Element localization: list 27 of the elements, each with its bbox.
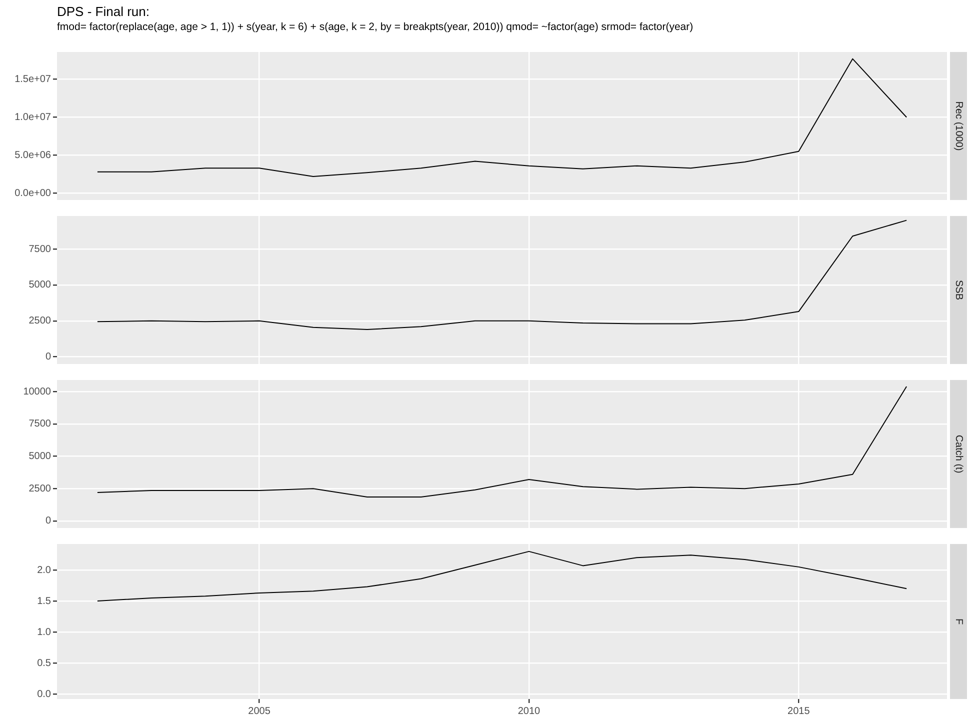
y-tick-label: 5000 xyxy=(28,280,52,291)
y-axis-title: SSB xyxy=(952,280,964,300)
y-tick-label: 1.5 xyxy=(37,596,52,607)
y-tick-label: 0.0e+00 xyxy=(14,188,52,199)
y-tick-label: 7500 xyxy=(28,244,52,255)
y-axis-title: F xyxy=(952,618,964,625)
y-tick-label: 2.0 xyxy=(37,564,52,576)
y-tick-label: 1.5e+07 xyxy=(14,74,52,86)
y-tick-label: 2500 xyxy=(28,316,52,327)
chart-title: DPS - Final run: xyxy=(57,3,150,20)
x-tick-label: 2010 xyxy=(518,706,541,717)
y-axis-title: Rec (1000) xyxy=(952,101,964,151)
chart-subtitle: fmod= factor(replace(age, age > 1, 1)) + s(year, k = 6) + s(age, k = 2, by = breakpts(year, 2010)) qmod= ~factor(age) srmod= factor(year) xyxy=(57,20,694,35)
x-tick-label: 2005 xyxy=(248,706,271,717)
y-tick-label: 7500 xyxy=(28,418,52,430)
y-tick-label: 0.5 xyxy=(37,658,52,669)
y-tick-label: 5000 xyxy=(28,451,52,462)
y-tick-label: 0.0 xyxy=(37,688,52,700)
y-tick-label: 5.0e+06 xyxy=(14,150,52,161)
y-tick-label: 10000 xyxy=(23,386,52,398)
x-tick-label: 2015 xyxy=(788,706,810,717)
y-tick-label: 1.0 xyxy=(37,626,52,638)
y-tick-label: 2500 xyxy=(28,483,52,494)
y-tick-label: 1.0e+07 xyxy=(14,112,52,124)
y-tick-label: 0 xyxy=(45,352,52,363)
y-axis-title: Catch (t) xyxy=(952,434,964,474)
y-tick-label: 0 xyxy=(45,516,52,527)
